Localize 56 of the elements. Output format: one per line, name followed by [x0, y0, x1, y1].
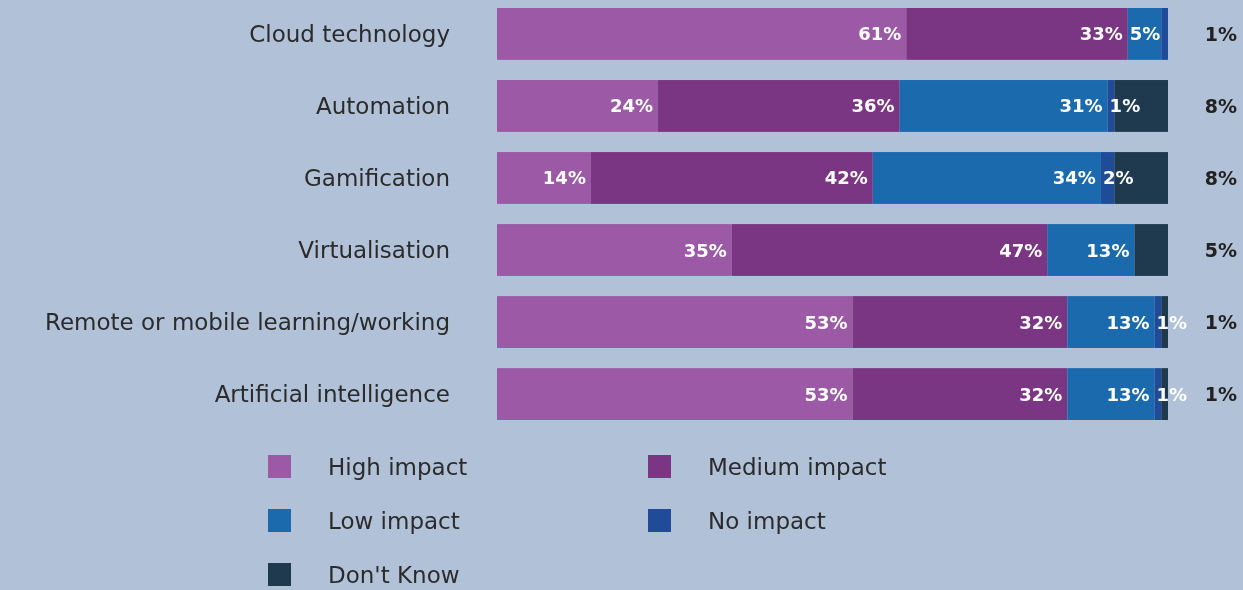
y-tick-label: Artificial intelligence	[214, 381, 450, 408]
bar	[1067, 368, 1155, 420]
bar	[1134, 224, 1168, 276]
bar	[658, 80, 900, 132]
bar	[590, 152, 873, 204]
data-label: 53%	[804, 311, 848, 333]
bar	[906, 8, 1128, 60]
data-label: 8%	[1204, 94, 1237, 117]
bar	[497, 152, 591, 204]
data-label: 5%	[1129, 23, 1161, 45]
data-label: 2%	[1102, 167, 1134, 189]
data-label: 14%	[542, 167, 586, 189]
bar	[872, 152, 1101, 204]
legend-label: Low impact	[328, 508, 460, 534]
legend-label: Don't Know	[328, 562, 460, 588]
data-label: 47%	[999, 239, 1043, 261]
bar	[852, 368, 1068, 420]
data-label: 35%	[683, 239, 727, 261]
bar	[899, 80, 1108, 132]
data-label: 31%	[1059, 95, 1103, 117]
bar	[731, 224, 1048, 276]
bar	[497, 368, 853, 420]
data-label: 8%	[1204, 166, 1237, 189]
data-label: 34%	[1052, 167, 1096, 189]
data-label: 32%	[1019, 311, 1063, 333]
data-label: 13%	[1106, 311, 1150, 333]
data-label: 61%	[858, 23, 902, 45]
data-label: 1%	[1204, 311, 1237, 334]
data-label: 1%	[1204, 383, 1237, 406]
bar	[497, 296, 853, 348]
y-tick-label: Virtualisation	[298, 237, 450, 264]
data-label: 36%	[851, 95, 895, 117]
data-label: 33%	[1079, 23, 1123, 45]
bar	[497, 224, 732, 276]
legend-label: No impact	[708, 508, 826, 534]
bar	[1067, 296, 1155, 348]
bar	[852, 296, 1068, 348]
bar	[1161, 8, 1168, 60]
legend-label: Medium impact	[708, 454, 887, 480]
bar	[497, 8, 907, 60]
data-label: 1%	[1109, 95, 1141, 117]
data-label: 42%	[824, 167, 868, 189]
data-label: 5%	[1204, 239, 1237, 262]
bar	[1047, 224, 1135, 276]
data-label: 53%	[804, 383, 848, 405]
y-tick-label: Cloud technology	[249, 20, 450, 47]
data-label: 1%	[1204, 22, 1237, 45]
y-tick-label: Automation	[316, 92, 450, 119]
data-label: 24%	[609, 95, 654, 117]
y-tick-label: Remote or mobile learning/working	[44, 309, 450, 336]
bar	[497, 80, 659, 132]
data-label: 32%	[1019, 383, 1063, 405]
data-label: 13%	[1106, 383, 1150, 405]
data-label: 13%	[1086, 239, 1130, 261]
y-tick-label: Gamification	[304, 164, 450, 191]
legend-label: High impact	[328, 454, 468, 480]
